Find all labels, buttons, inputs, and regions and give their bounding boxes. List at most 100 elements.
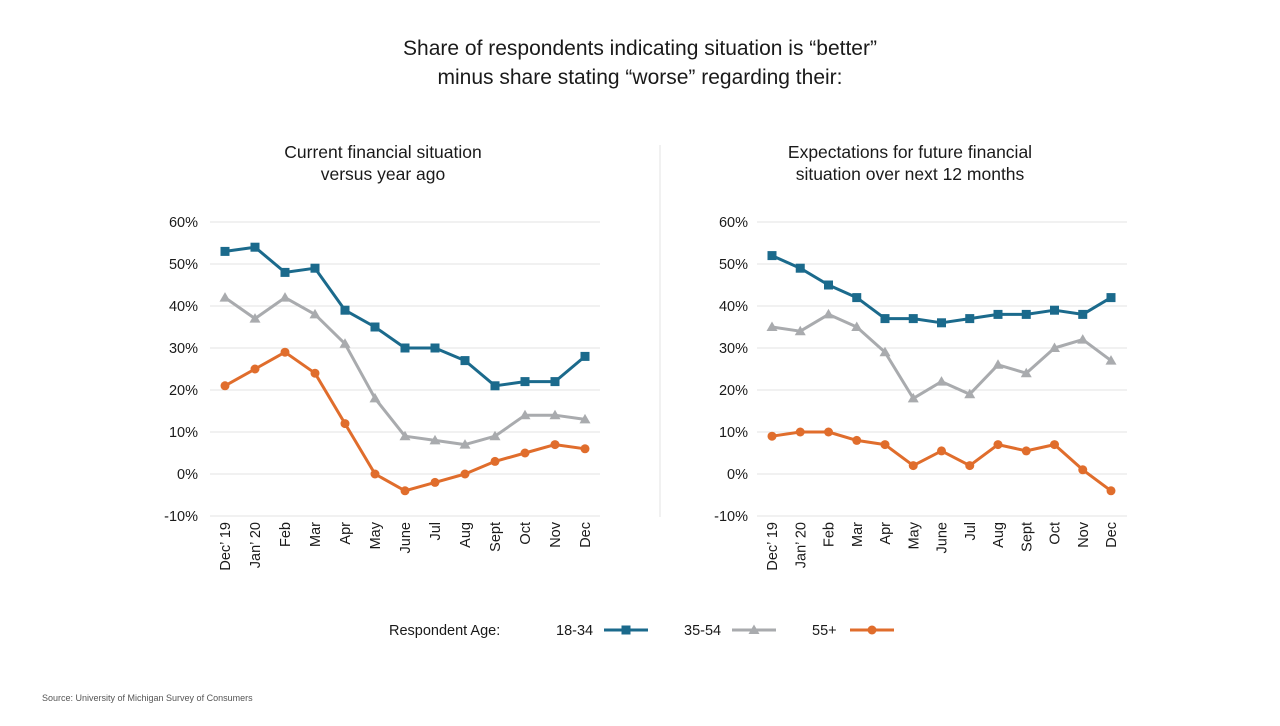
x-tick-label: Mar — [850, 522, 866, 547]
data-point-55+ — [460, 469, 470, 479]
data-point-55+ — [795, 427, 805, 437]
x-tick-label: June — [935, 522, 951, 553]
main-title: Share of respondents indicating situatio… — [0, 34, 1280, 92]
data-point-18-34 — [310, 263, 320, 273]
data-point-35-54 — [992, 359, 1004, 369]
data-point-35-54 — [429, 434, 441, 445]
x-tick-label: Aug — [458, 522, 474, 548]
data-point-18-34 — [460, 356, 470, 366]
data-point-35-54 — [309, 308, 321, 319]
x-tick-label: Jan’ 20 — [248, 522, 264, 568]
data-point-35-54 — [279, 292, 291, 302]
series-line-55+ — [771, 430, 1112, 493]
data-point-35-54 — [851, 321, 863, 331]
data-point-35-54 — [964, 388, 976, 399]
x-tick-label: Nov — [1076, 521, 1092, 548]
y-tick-label: 10% — [169, 425, 198, 441]
series-line-35-54 — [224, 296, 586, 447]
x-tick-label: Dec — [1104, 522, 1120, 548]
main-title-line-2: minus share stating “worse” regarding th… — [437, 66, 843, 89]
data-point-55+ — [400, 486, 410, 496]
y-tick-label: 40% — [719, 299, 748, 315]
legend-marker-55+ — [867, 625, 877, 635]
data-point-55+ — [520, 448, 530, 458]
data-point-35-54 — [369, 392, 381, 403]
y-tick-label: 40% — [169, 299, 198, 315]
data-point-18-34 — [430, 343, 440, 353]
x-tick-label: May — [906, 521, 922, 549]
y-tick-label: 30% — [169, 341, 198, 357]
y-tick-label: -10% — [164, 509, 198, 525]
panel-title-line-2: versus year ago — [321, 164, 446, 184]
data-point-18-34 — [370, 322, 380, 332]
x-tick-label: Jul — [428, 522, 444, 541]
data-point-55+ — [490, 456, 500, 466]
data-point-55+ — [852, 435, 862, 445]
data-point-18-34 — [520, 377, 530, 387]
series-line-18-34 — [771, 254, 1112, 325]
data-point-35-54 — [1049, 342, 1060, 352]
data-point-35-54 — [1077, 334, 1089, 344]
data-point-35-54 — [579, 413, 591, 424]
data-point-35-54 — [936, 376, 947, 386]
data-point-35-54 — [519, 409, 531, 420]
y-tick-label: 60% — [719, 215, 748, 231]
data-point-18-34 — [340, 305, 350, 315]
series-line-18-34 — [224, 245, 586, 388]
data-point-55+ — [1106, 486, 1116, 496]
x-tick-label: Feb — [822, 522, 838, 547]
legend-marker-35-54 — [748, 624, 760, 634]
data-point-55+ — [310, 368, 320, 378]
legend-item-18-34: 18-34 — [556, 623, 593, 639]
data-point-35-54 — [459, 439, 471, 449]
data-point-55+ — [1050, 440, 1059, 450]
data-point-18-34 — [250, 242, 260, 252]
x-tick-label: Jan’ 20 — [793, 522, 809, 568]
panel-title-line-1: Expectations for future financial — [788, 142, 1032, 162]
data-point-18-34 — [1050, 305, 1059, 315]
data-point-55+ — [937, 446, 946, 456]
data-point-35-54 — [399, 430, 411, 441]
data-point-18-34 — [880, 314, 890, 324]
data-point-55+ — [370, 469, 380, 479]
data-point-35-54 — [879, 346, 891, 357]
data-point-55+ — [880, 440, 890, 450]
x-tick-label: Aug — [991, 522, 1007, 548]
data-point-35-54 — [489, 430, 501, 441]
y-tick-label: 50% — [169, 257, 198, 273]
x-tick-label: Apr — [338, 522, 354, 545]
data-point-18-34 — [937, 318, 946, 328]
y-tick-label: 20% — [719, 383, 748, 399]
data-point-55+ — [340, 419, 350, 429]
data-point-18-34 — [580, 351, 590, 361]
data-point-18-34 — [220, 246, 230, 256]
y-tick-label: 0% — [727, 467, 748, 483]
series-line-55+ — [224, 350, 586, 493]
x-tick-label: Nov — [548, 521, 564, 548]
data-point-18-34 — [280, 267, 290, 277]
data-point-18-34 — [400, 343, 410, 353]
data-point-35-54 — [1105, 355, 1117, 365]
x-tick-label: Mar — [308, 522, 324, 547]
data-point-35-54 — [249, 313, 261, 323]
data-point-18-34 — [767, 251, 777, 261]
data-point-18-34 — [908, 314, 918, 324]
data-point-35-54 — [549, 409, 561, 420]
y-tick-label: 60% — [169, 215, 198, 231]
y-tick-label: -10% — [714, 509, 748, 525]
data-point-55+ — [993, 440, 1003, 450]
y-tick-label: 10% — [719, 425, 748, 441]
x-tick-label: Dec’ 19 — [765, 522, 781, 571]
data-point-35-54 — [907, 392, 919, 403]
data-point-18-34 — [1021, 309, 1031, 319]
panel-title-line-2: situation over next 12 months — [796, 164, 1025, 184]
legend-item-55+: 55+ — [812, 623, 837, 639]
data-point-55+ — [767, 431, 777, 441]
data-point-55+ — [1078, 465, 1088, 475]
legend: Respondent Age: 18-34 35-54 55+ — [389, 623, 894, 639]
data-point-18-34 — [1106, 293, 1116, 303]
data-point-35-54 — [794, 325, 806, 336]
data-point-18-34 — [852, 293, 862, 303]
